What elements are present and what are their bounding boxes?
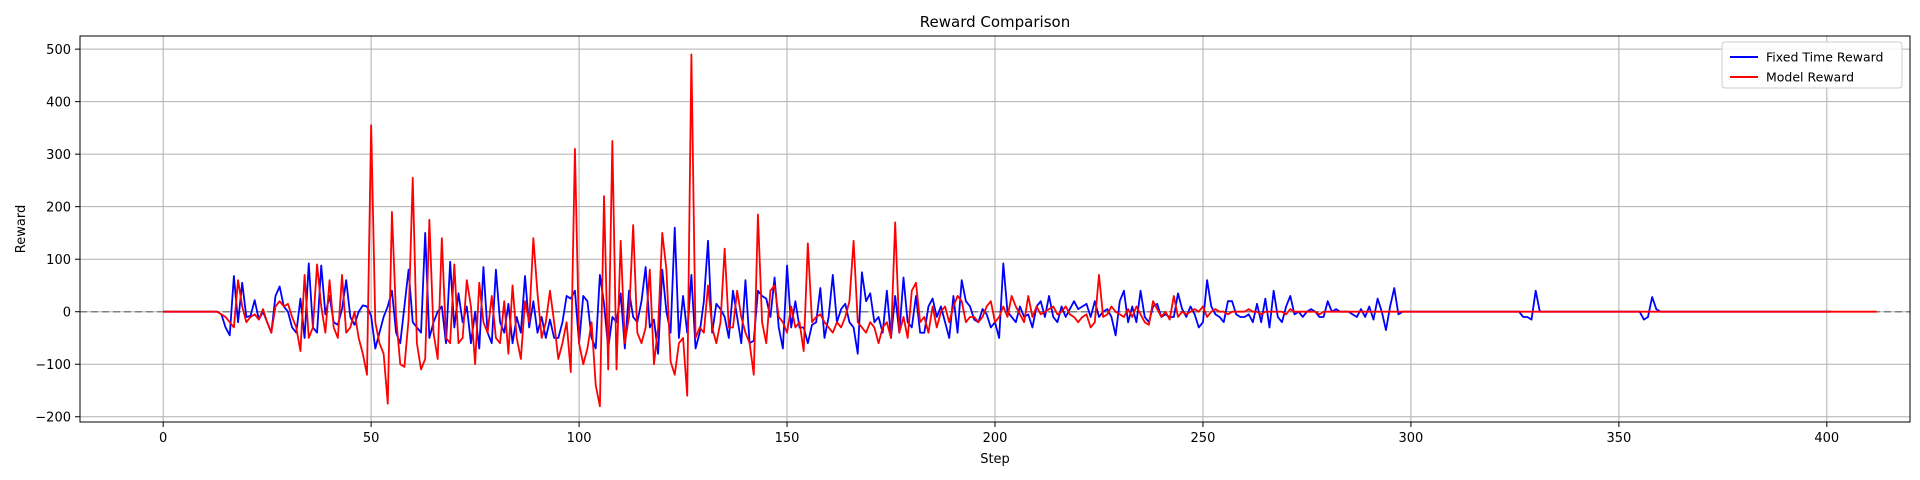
y-tick-label: 100 [46, 253, 71, 268]
x-tick-label: 0 [159, 431, 167, 446]
y-tick-label: 200 [46, 201, 71, 216]
x-tick-label: 400 [1814, 431, 1839, 446]
x-tick-label: 150 [775, 431, 800, 446]
legend-label-fixed-time-reward: Fixed Time Reward [1766, 50, 1883, 65]
y-tick-label: 500 [46, 43, 71, 58]
series-line-fixed-time-reward [163, 226, 1831, 355]
y-tick-label: 400 [46, 96, 71, 111]
x-tick-label: 200 [983, 431, 1008, 446]
y-tick-label: 300 [46, 148, 71, 163]
tick-layer: 0 50 100 150 200 250 300 350 400 −200 −100 0 100 200 3… [35, 43, 1839, 446]
grid-layer [80, 36, 1910, 422]
x-tick-label: 350 [1606, 431, 1631, 446]
x-tick-label: 100 [567, 431, 592, 446]
y-tick-label: −100 [35, 358, 71, 373]
x-tick-label: 250 [1191, 431, 1216, 446]
y-axis-label: Reward [14, 205, 29, 253]
x-axis-label: Step [980, 452, 1010, 467]
y-tick-label: −200 [35, 411, 71, 426]
y-tick-label: 0 [63, 306, 71, 321]
chart-title: Reward Comparison [920, 13, 1070, 31]
legend-label-model-reward: Model Reward [1766, 70, 1854, 85]
x-tick-label: 50 [363, 431, 380, 446]
series-line-model-reward [163, 53, 1877, 408]
legend-box [1721, 41, 1903, 89]
series-layer [163, 53, 1877, 408]
legend: Fixed Time Reward Model Reward [1721, 41, 1903, 89]
x-tick-label: 300 [1398, 431, 1423, 446]
